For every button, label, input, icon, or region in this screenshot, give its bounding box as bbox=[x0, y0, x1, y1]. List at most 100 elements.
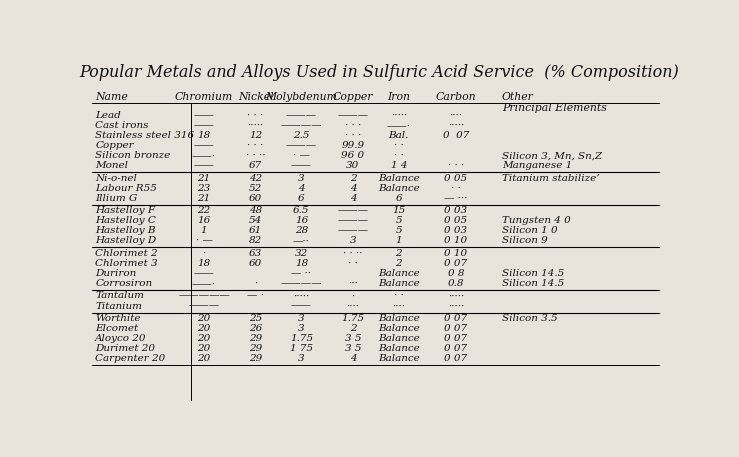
Text: 4: 4 bbox=[350, 184, 356, 193]
Text: 30: 30 bbox=[347, 161, 360, 170]
Text: 2: 2 bbox=[395, 259, 402, 268]
Text: Duriron: Duriron bbox=[95, 269, 137, 278]
Text: Balance: Balance bbox=[378, 174, 420, 183]
Text: 0 07: 0 07 bbox=[444, 259, 468, 268]
Text: ———: ——— bbox=[286, 111, 317, 120]
Text: Monel: Monel bbox=[95, 161, 129, 170]
Text: Hastelloy C: Hastelloy C bbox=[95, 216, 156, 225]
Text: ———: ——— bbox=[338, 226, 369, 235]
Text: 1 75: 1 75 bbox=[290, 344, 313, 353]
Text: ——: —— bbox=[194, 269, 214, 278]
Text: Worthite: Worthite bbox=[95, 314, 140, 323]
Text: Balance: Balance bbox=[378, 314, 420, 323]
Text: Hastelloy D: Hastelloy D bbox=[95, 236, 157, 245]
Text: 4: 4 bbox=[350, 194, 356, 203]
Text: Balance: Balance bbox=[378, 344, 420, 353]
Text: 99.9: 99.9 bbox=[341, 141, 364, 150]
Text: 6.5: 6.5 bbox=[293, 207, 310, 215]
Text: 5: 5 bbox=[395, 216, 402, 225]
Text: 6: 6 bbox=[395, 194, 402, 203]
Text: Silicon 3.5: Silicon 3.5 bbox=[502, 314, 557, 323]
Text: 5: 5 bbox=[395, 226, 402, 235]
Text: Illium G: Illium G bbox=[95, 194, 137, 203]
Text: ·: · bbox=[351, 292, 355, 301]
Text: Hastelloy F: Hastelloy F bbox=[95, 207, 155, 215]
Text: 4: 4 bbox=[350, 354, 356, 363]
Text: 2.5: 2.5 bbox=[293, 131, 310, 140]
Text: 3: 3 bbox=[298, 324, 304, 333]
Text: 20: 20 bbox=[197, 334, 211, 343]
Text: Tantalum: Tantalum bbox=[95, 292, 144, 301]
Text: Corrosiron: Corrosiron bbox=[95, 279, 152, 288]
Text: Durimet 20: Durimet 20 bbox=[95, 344, 155, 353]
Text: 29: 29 bbox=[249, 334, 262, 343]
Text: 1.75: 1.75 bbox=[341, 314, 364, 323]
Text: Chlorimet 2: Chlorimet 2 bbox=[95, 249, 158, 258]
Text: ——: —— bbox=[291, 161, 312, 170]
Text: 0 07: 0 07 bbox=[444, 344, 468, 353]
Text: ———: ——— bbox=[188, 302, 219, 310]
Text: ·····: ····· bbox=[248, 121, 264, 130]
Text: ····: ···· bbox=[449, 111, 463, 120]
Text: Balance: Balance bbox=[378, 324, 420, 333]
Text: Balance: Balance bbox=[378, 334, 420, 343]
Text: 61: 61 bbox=[249, 226, 262, 235]
Text: · ·: · · bbox=[394, 151, 403, 160]
Text: Carbon: Carbon bbox=[436, 92, 477, 102]
Text: Titanium: Titanium bbox=[95, 302, 142, 310]
Text: ————: ———— bbox=[281, 121, 322, 130]
Text: 0  07: 0 07 bbox=[443, 131, 469, 140]
Text: 2: 2 bbox=[350, 174, 356, 183]
Text: 15: 15 bbox=[392, 207, 406, 215]
Text: · ·: · · bbox=[452, 184, 461, 193]
Text: 28: 28 bbox=[295, 226, 308, 235]
Text: 29: 29 bbox=[249, 354, 262, 363]
Text: 0 8: 0 8 bbox=[448, 269, 464, 278]
Text: 0 07: 0 07 bbox=[444, 354, 468, 363]
Text: ——: —— bbox=[194, 121, 214, 130]
Text: Lead: Lead bbox=[95, 111, 121, 120]
Text: 60: 60 bbox=[249, 259, 262, 268]
Text: 25: 25 bbox=[249, 314, 262, 323]
Text: Cast irons: Cast irons bbox=[95, 121, 149, 130]
Text: Aloyco 20: Aloyco 20 bbox=[95, 334, 147, 343]
Text: Silicon 14.5: Silicon 14.5 bbox=[502, 269, 564, 278]
Text: · · ··: · · ·· bbox=[246, 151, 265, 160]
Text: Silicon 9: Silicon 9 bbox=[502, 236, 548, 245]
Text: 1: 1 bbox=[395, 236, 402, 245]
Text: 67: 67 bbox=[249, 161, 262, 170]
Text: · · ·: · · · bbox=[448, 161, 464, 170]
Text: ·····: ····· bbox=[293, 292, 310, 301]
Text: 82: 82 bbox=[249, 236, 262, 245]
Text: 21: 21 bbox=[197, 174, 211, 183]
Text: Copper: Copper bbox=[95, 141, 134, 150]
Text: · —: · — bbox=[293, 151, 310, 160]
Text: 0 07: 0 07 bbox=[444, 334, 468, 343]
Text: ————: ———— bbox=[281, 279, 322, 288]
Text: Balance: Balance bbox=[378, 184, 420, 193]
Text: 26: 26 bbox=[249, 324, 262, 333]
Text: 52: 52 bbox=[249, 184, 262, 193]
Text: 0 03: 0 03 bbox=[444, 226, 468, 235]
Text: 96 0: 96 0 bbox=[341, 151, 364, 160]
Text: Balance: Balance bbox=[378, 354, 420, 363]
Text: ·····: ····· bbox=[448, 121, 464, 130]
Text: Chromium: Chromium bbox=[175, 92, 234, 102]
Text: Silicon bronze: Silicon bronze bbox=[95, 151, 171, 160]
Text: ——: —— bbox=[291, 302, 312, 310]
Text: 54: 54 bbox=[249, 216, 262, 225]
Text: Name: Name bbox=[95, 92, 128, 102]
Text: 1 4: 1 4 bbox=[390, 161, 407, 170]
Text: ·····: ····· bbox=[448, 292, 464, 301]
Text: Titanium stabilizeʼ: Titanium stabilizeʼ bbox=[502, 174, 599, 183]
Text: Carpenter 20: Carpenter 20 bbox=[95, 354, 166, 363]
Text: · · ··: · · ·· bbox=[343, 249, 363, 258]
Text: · —: · — bbox=[196, 236, 213, 245]
Text: · · ·: · · · bbox=[345, 121, 361, 130]
Text: Other
Principal Elements: Other Principal Elements bbox=[502, 92, 607, 113]
Text: 3: 3 bbox=[298, 314, 304, 323]
Text: 0 10: 0 10 bbox=[444, 249, 468, 258]
Text: Molybdenum: Molybdenum bbox=[265, 92, 338, 102]
Text: — ··: — ·· bbox=[291, 269, 311, 278]
Text: 16: 16 bbox=[197, 216, 211, 225]
